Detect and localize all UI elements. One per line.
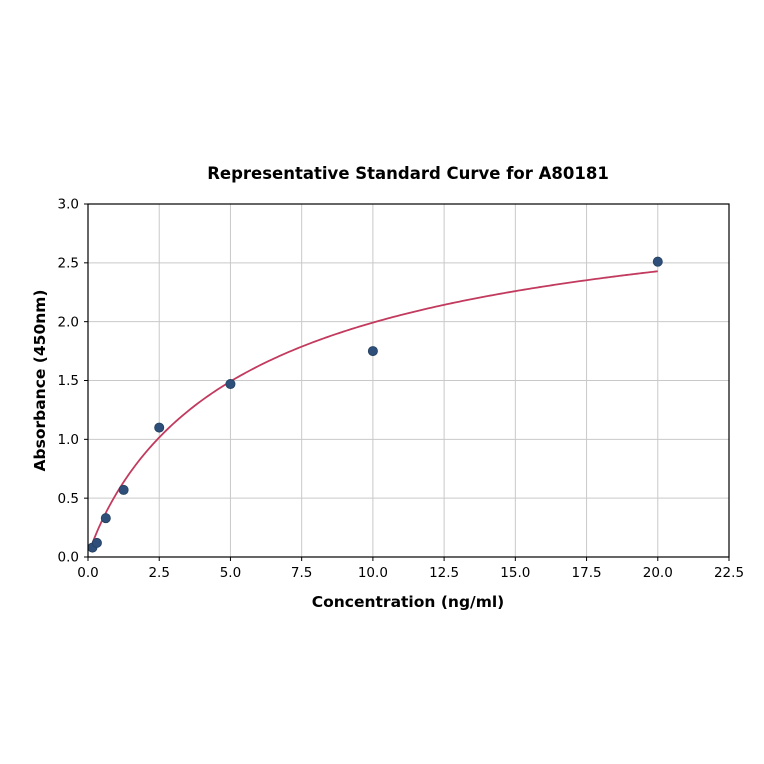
x-tick-label: 0.0: [77, 565, 98, 581]
data-point: [225, 379, 236, 390]
x-tick-label: 12.5: [429, 565, 459, 581]
y-tick-label: 2.5: [58, 256, 79, 272]
y-tick-label: 3.0: [58, 197, 79, 213]
data-point: [367, 346, 378, 357]
x-tick-label: 2.5: [148, 565, 169, 581]
data-point: [91, 537, 102, 548]
x-tick-label: 7.5: [291, 565, 312, 581]
chart-title: Representative Standard Curve for A80181: [207, 164, 609, 183]
x-tick-label: 15.0: [500, 565, 530, 581]
data-points-layer: [87, 256, 663, 553]
axis-ticks: [84, 203, 730, 561]
data-point: [652, 256, 663, 267]
x-tick-label: 20.0: [643, 565, 673, 581]
y-tick-label: 2.0: [58, 314, 79, 330]
y-tick-label: 0.5: [58, 491, 79, 507]
x-tick-labels: 0.0 2.5 5.0 7.5 10.0 12.5 15.0 17.5 20.0 22.5: [77, 565, 744, 581]
x-tick-label: 17.5: [572, 565, 602, 581]
x-tick-label: 5.0: [220, 565, 241, 581]
x-tick-label: 10.0: [358, 565, 388, 581]
x-axis-label: Concentration (ng/ml): [312, 593, 505, 611]
y-tick-label: 1.0: [58, 432, 79, 448]
y-tick-label: 0.0: [58, 550, 79, 566]
gridlines: [87, 203, 730, 558]
data-point: [118, 484, 129, 495]
x-tick-label: 22.5: [714, 565, 744, 581]
data-point: [154, 422, 165, 433]
data-point: [100, 513, 111, 524]
y-axis-label: Absorbance (450nm): [31, 289, 49, 471]
y-tick-label: 1.5: [58, 373, 79, 389]
y-tick-labels: 0.0 0.5 1.0 1.5 2.0 2.5 3.0: [58, 197, 79, 566]
fit-curve: [90, 270, 658, 547]
fit-curve-layer: [90, 270, 658, 547]
